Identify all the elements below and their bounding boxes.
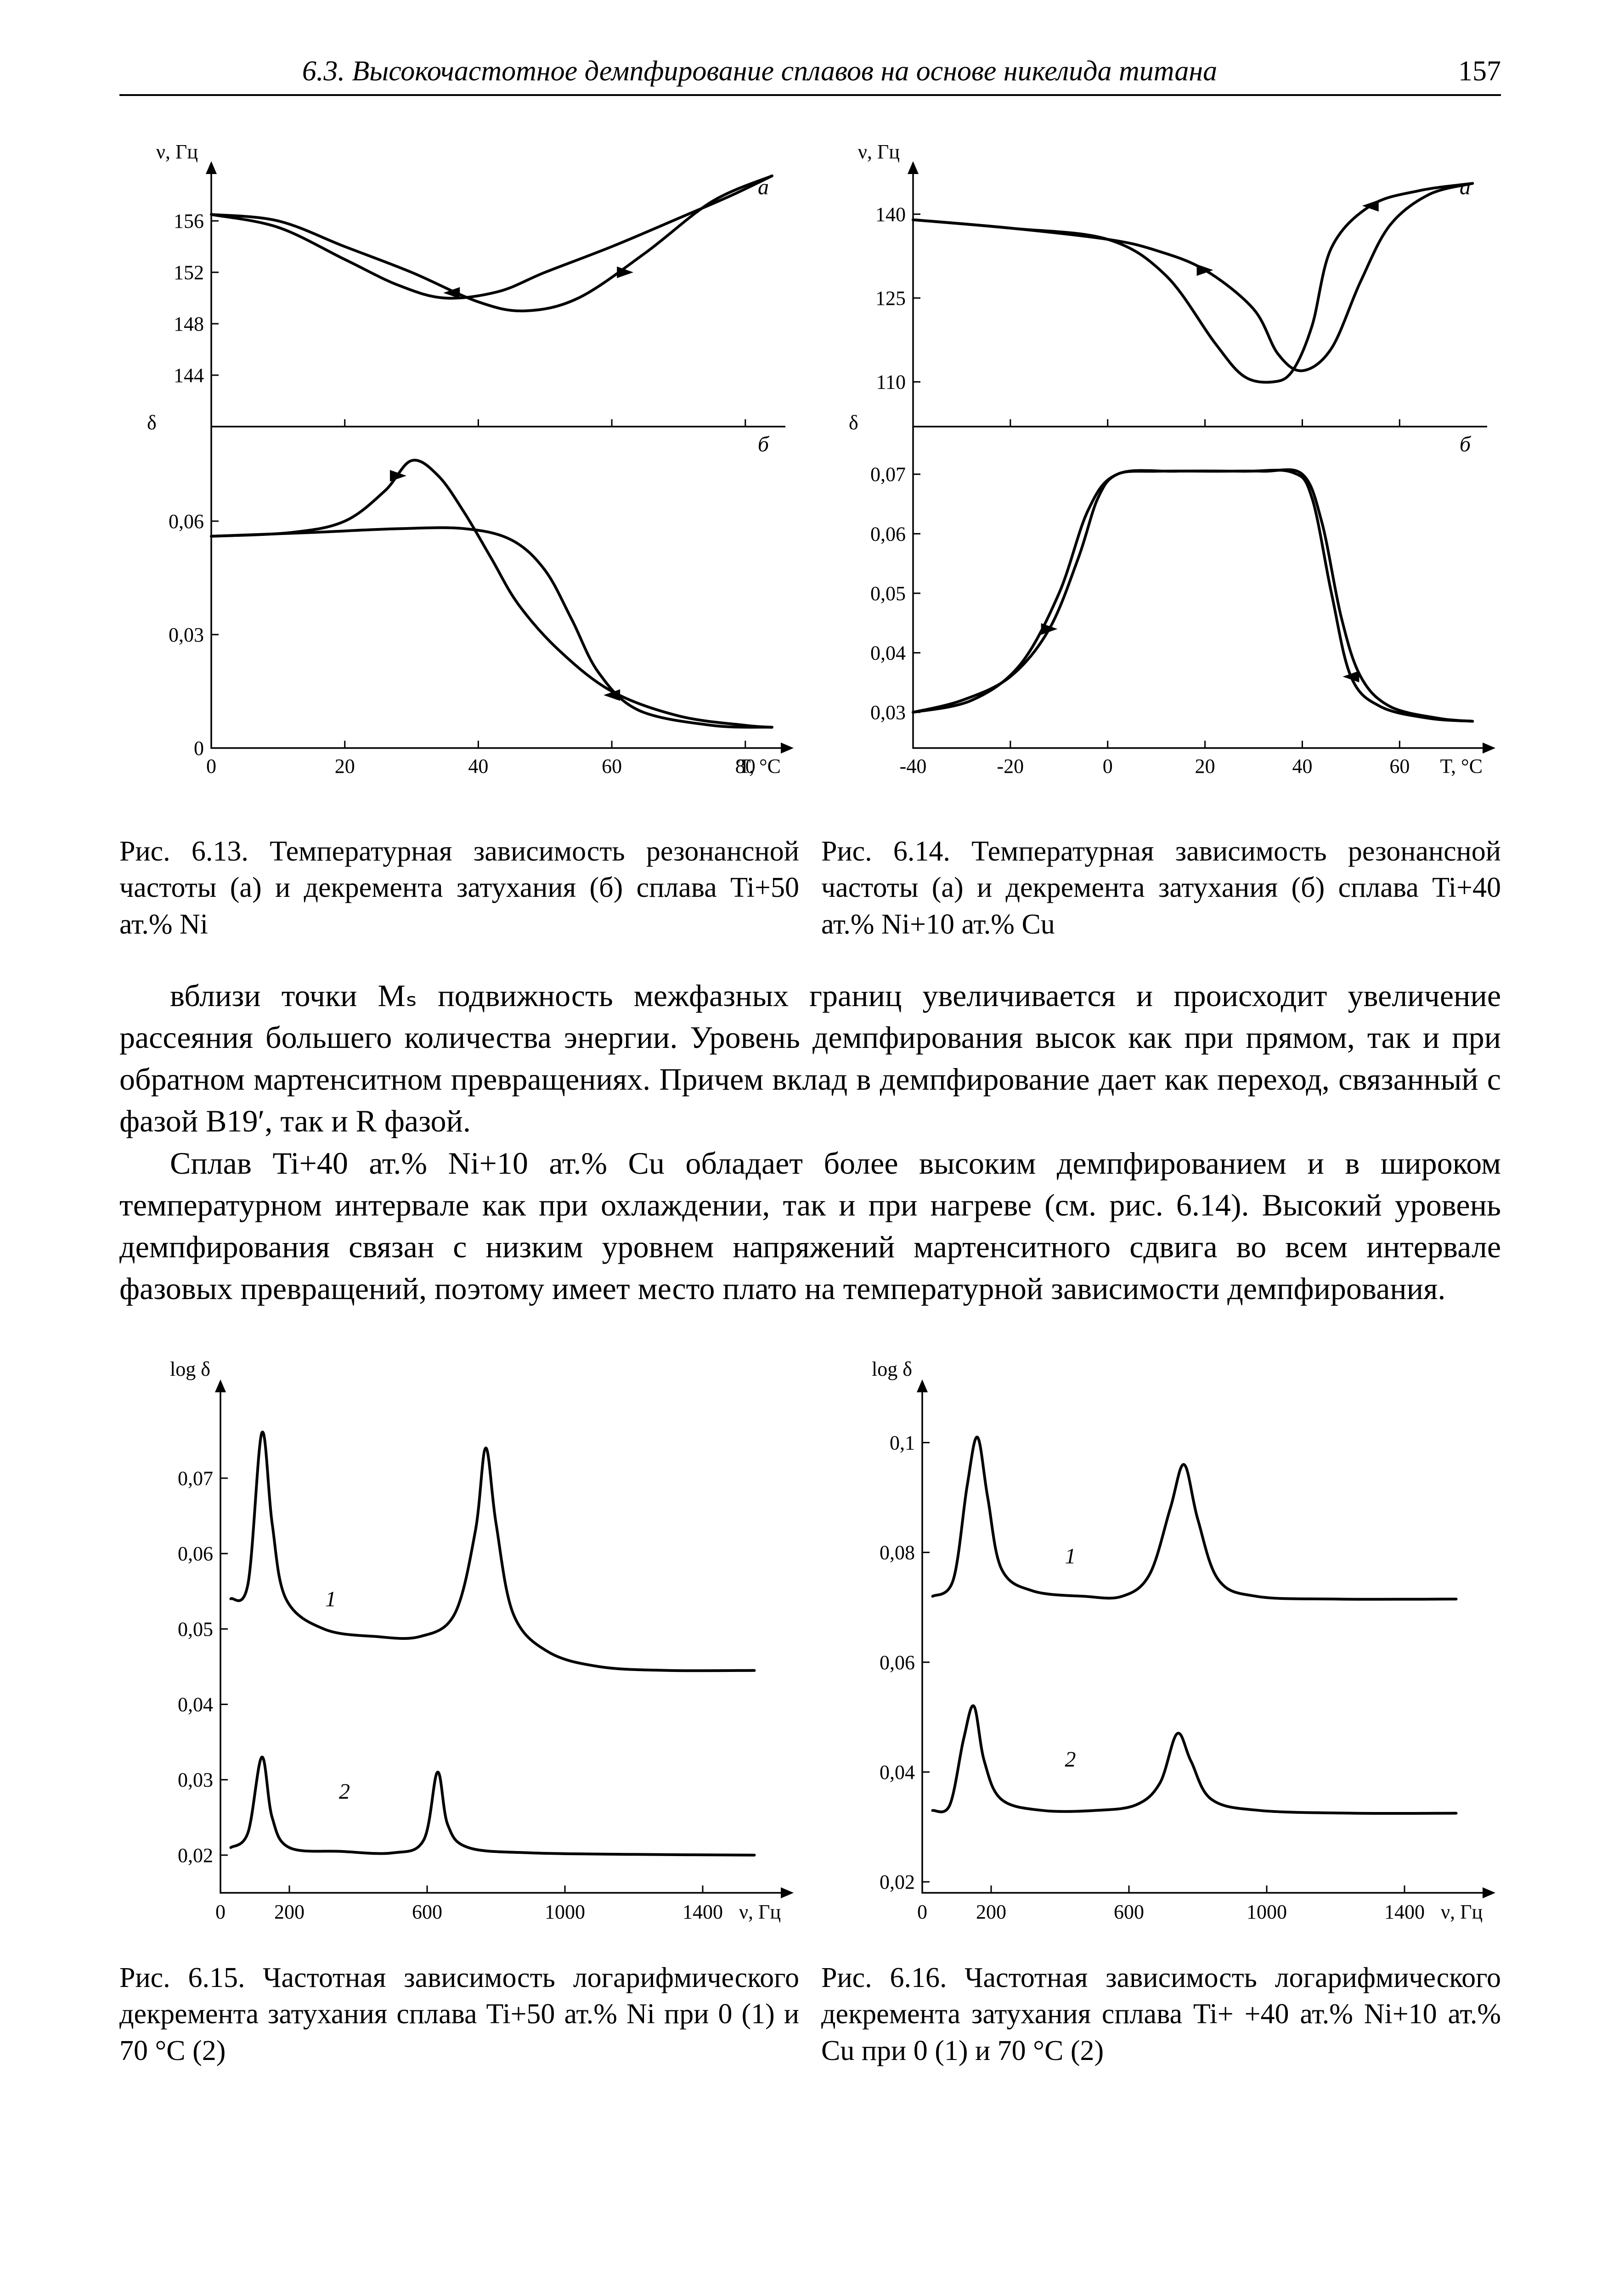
svg-text:152: 152 xyxy=(174,261,204,284)
svg-text:0: 0 xyxy=(206,755,216,777)
chart-614: 110 125 140 ν, Гц а 0,03 0,04 0,05 0,06 0,07 δ б -40… xyxy=(821,124,1501,822)
figure-614: 110 125 140 ν, Гц а 0,03 0,04 0,05 0,06 0,07 δ б -40… xyxy=(821,124,1501,943)
body-p1: вблизи точки Mₛ подвижность межфазных гр… xyxy=(119,975,1501,1142)
svg-text:2: 2 xyxy=(1065,1747,1076,1772)
svg-text:140: 140 xyxy=(875,203,906,225)
svg-text:0,07: 0,07 xyxy=(178,1467,213,1490)
svg-text:125: 125 xyxy=(875,287,906,310)
figure-616: 0,02 0,04 0,06 0,08 0,1 0 200 600 1000 1400 log δ ν… xyxy=(821,1342,1501,2069)
svg-text:0,03: 0,03 xyxy=(870,701,906,724)
body-text: вблизи точки Mₛ подвижность межфазных гр… xyxy=(119,975,1501,1310)
svg-text:0,07: 0,07 xyxy=(870,463,906,486)
svg-text:0: 0 xyxy=(194,737,204,760)
chart-615: 0,02 0,03 0,04 0,05 0,06 0,07 0 200 600 1000 1400 l… xyxy=(119,1342,799,1948)
svg-text:2: 2 xyxy=(339,1779,350,1804)
svg-text:0,04: 0,04 xyxy=(178,1694,213,1716)
figure-row-top: 144148152156ν, Гца00,030,06δб020406080T,… xyxy=(119,124,1501,943)
svg-text:δ: δ xyxy=(147,411,157,434)
svg-text:600: 600 xyxy=(412,1901,442,1923)
svg-text:200: 200 xyxy=(976,1901,1006,1923)
caption-615: Рис. 6.15. Частотная зависимость логариф… xyxy=(119,1960,799,2069)
svg-text:ν, Гц: ν, Гц xyxy=(858,141,900,163)
svg-text:δ: δ xyxy=(849,411,858,434)
svg-text:1000: 1000 xyxy=(1247,1901,1287,1923)
svg-text:0,04: 0,04 xyxy=(870,642,906,664)
svg-text:60: 60 xyxy=(602,755,622,777)
svg-text:ν, Гц: ν, Гц xyxy=(156,141,198,163)
svg-text:0,08: 0,08 xyxy=(880,1542,915,1564)
svg-text:0,1: 0,1 xyxy=(890,1432,915,1454)
svg-text:-20: -20 xyxy=(997,755,1024,777)
svg-text:40: 40 xyxy=(1292,755,1312,777)
svg-text:148: 148 xyxy=(174,313,204,335)
svg-text:0,05: 0,05 xyxy=(870,582,906,605)
svg-text:0,04: 0,04 xyxy=(880,1761,915,1784)
svg-text:0: 0 xyxy=(215,1901,226,1923)
svg-text:0,02: 0,02 xyxy=(178,1844,213,1867)
svg-text:40: 40 xyxy=(468,755,488,777)
svg-text:0,05: 0,05 xyxy=(178,1618,213,1640)
svg-text:а: а xyxy=(1460,175,1471,199)
svg-text:log δ: log δ xyxy=(170,1358,210,1380)
caption-613: Рис. 6.13. Температурная зависимость рез… xyxy=(119,833,799,943)
chart-616: 0,02 0,04 0,06 0,08 0,1 0 200 600 1000 1400 log δ ν… xyxy=(821,1342,1501,1948)
running-head: 6.3. Высокочастотное демпфирование сплав… xyxy=(119,55,1501,96)
caption-614: Рис. 6.14. Температурная зависимость рез… xyxy=(821,833,1501,943)
svg-text:0,02: 0,02 xyxy=(880,1871,915,1893)
svg-text:1400: 1400 xyxy=(683,1901,723,1923)
svg-text:110: 110 xyxy=(876,371,906,394)
svg-text:20: 20 xyxy=(1195,755,1215,777)
svg-text:0,06: 0,06 xyxy=(169,510,204,533)
running-title: 6.3. Высокочастотное демпфирование сплав… xyxy=(119,55,1400,88)
svg-text:0,06: 0,06 xyxy=(870,523,906,545)
svg-text:0: 0 xyxy=(1103,755,1113,777)
svg-text:T, °C: T, °C xyxy=(738,755,781,777)
svg-text:1000: 1000 xyxy=(545,1901,585,1923)
page-number: 157 xyxy=(1400,55,1501,88)
caption-616: Рис. 6.16. Частотная зависимость логариф… xyxy=(821,1960,1501,2069)
svg-text:600: 600 xyxy=(1114,1901,1144,1923)
svg-text:60: 60 xyxy=(1389,755,1410,777)
chart-613: 144148152156ν, Гца00,030,06δб020406080T,… xyxy=(119,124,799,822)
svg-text:200: 200 xyxy=(274,1901,305,1923)
svg-text:0,03: 0,03 xyxy=(169,624,204,646)
svg-text:1400: 1400 xyxy=(1384,1901,1425,1923)
svg-text:0,06: 0,06 xyxy=(178,1542,213,1565)
figure-613: 144148152156ν, Гца00,030,06δб020406080T,… xyxy=(119,124,799,943)
svg-text:144: 144 xyxy=(174,364,204,387)
svg-text:1: 1 xyxy=(1065,1544,1076,1569)
svg-text:1: 1 xyxy=(325,1587,336,1611)
svg-text:T, °C: T, °C xyxy=(1440,755,1483,777)
svg-text:ν, Гц: ν, Гц xyxy=(739,1901,781,1923)
svg-text:0,06: 0,06 xyxy=(880,1651,915,1674)
figure-row-bottom: 0,02 0,03 0,04 0,05 0,06 0,07 0 200 600 1000 1400 l… xyxy=(119,1342,1501,2069)
svg-text:ν, Гц: ν, Гц xyxy=(1441,1901,1483,1923)
svg-text:б: б xyxy=(758,432,770,456)
svg-text:156: 156 xyxy=(174,210,204,232)
body-p2: Сплав Ti+40 ат.% Ni+10 ат.% Cu обладает … xyxy=(119,1142,1501,1310)
figure-615: 0,02 0,03 0,04 0,05 0,06 0,07 0 200 600 1000 1400 l… xyxy=(119,1342,799,2069)
svg-text:0: 0 xyxy=(917,1901,927,1923)
svg-text:log δ: log δ xyxy=(872,1358,912,1380)
svg-text:б: б xyxy=(1460,432,1472,456)
svg-text:0,03: 0,03 xyxy=(178,1769,213,1791)
svg-text:-40: -40 xyxy=(900,755,927,777)
svg-text:20: 20 xyxy=(335,755,355,777)
